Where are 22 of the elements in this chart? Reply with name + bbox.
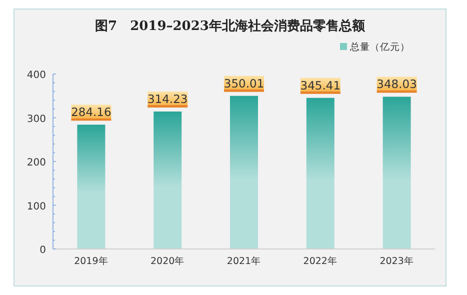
data-label: 284.16 [71, 105, 112, 120]
data-label: 345.41 [300, 78, 341, 92]
y-tick-label: 200 [26, 158, 46, 168]
y-tick-label: 0 [40, 245, 46, 256]
data-label: 350.01 [224, 76, 264, 90]
legend-label: 总量（亿元） [349, 41, 410, 53]
x-tick-label: 2023年 [380, 255, 414, 267]
bar [154, 112, 182, 249]
bar [77, 124, 106, 249]
chart-title: 图7 2019–2023年北海社会消费品零售总额 [95, 18, 366, 34]
x-tick-label: 2021年 [226, 255, 262, 267]
x-tick-label: 2022年 [303, 255, 338, 267]
x-tick-label: 2019年 [74, 255, 108, 267]
y-tick-label: 400 [26, 70, 46, 81]
bar [230, 96, 258, 249]
bar [382, 96, 411, 249]
y-tick-label: 100 [26, 201, 46, 212]
y-tick-label: 300 [26, 114, 46, 125]
x-tick-label: 2020年 [150, 255, 185, 267]
data-label: 348.03 [376, 77, 417, 92]
data-label: 314.23 [147, 92, 188, 106]
bar [306, 98, 334, 249]
